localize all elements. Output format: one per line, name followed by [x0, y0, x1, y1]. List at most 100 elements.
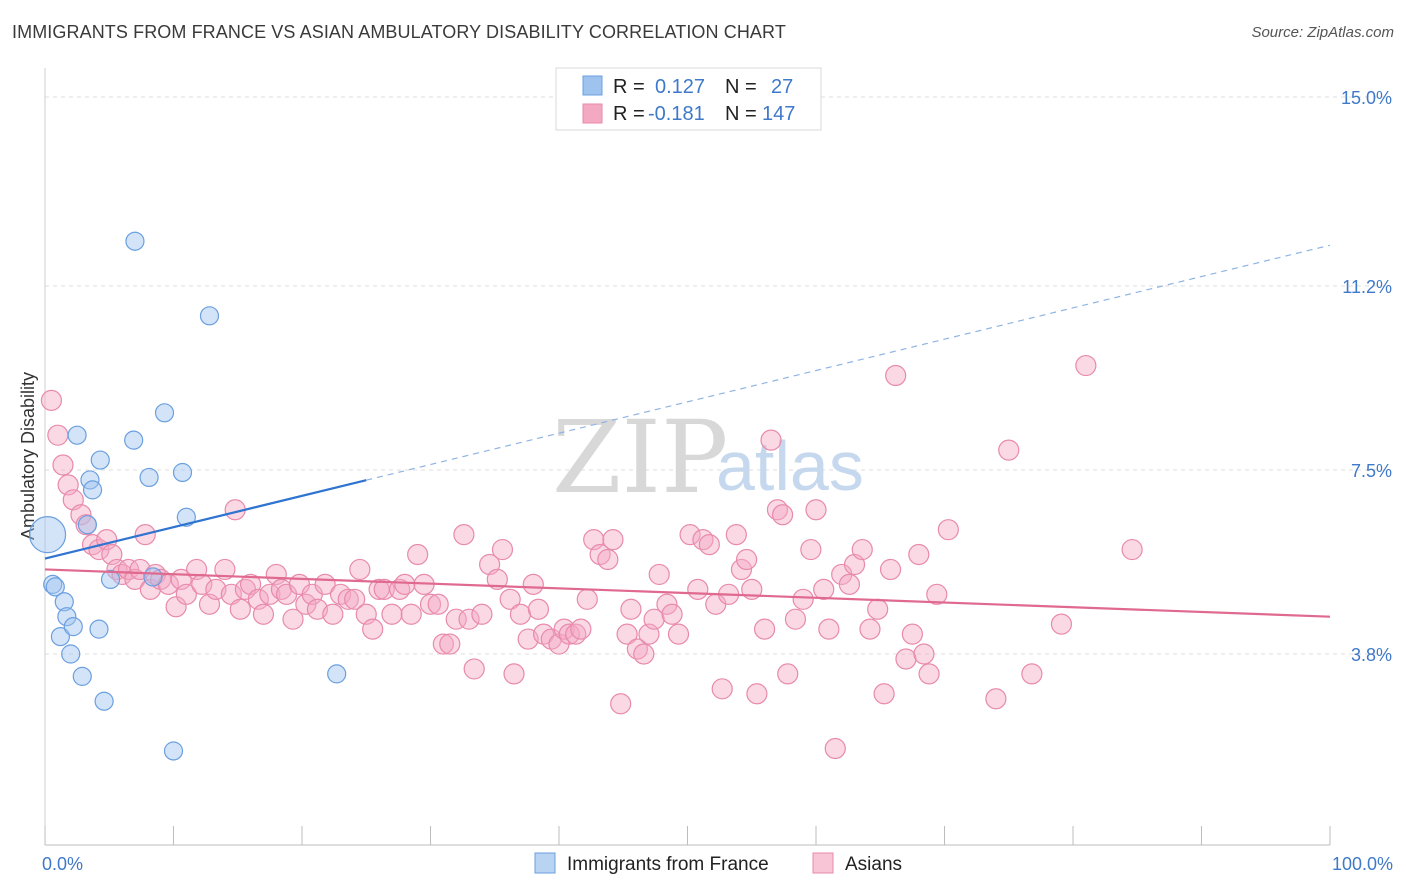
chart-title: IMMIGRANTS FROM FRANCE VS ASIAN AMBULATO… — [12, 22, 786, 42]
legend-swatch-asians — [582, 103, 603, 124]
legend-swatch-france — [582, 75, 603, 96]
scatter-point — [327, 664, 347, 684]
legend-r-label: R = — [613, 76, 645, 98]
axes — [44, 68, 1331, 846]
scatter-point — [901, 623, 923, 645]
scatter-point — [362, 618, 384, 640]
scatter-point — [427, 593, 449, 615]
scatter-point — [67, 425, 87, 445]
scatter-point — [656, 593, 678, 615]
scatter-point — [800, 538, 822, 561]
legend-n-value: 147 — [762, 103, 795, 125]
scatter-point — [394, 573, 416, 595]
scatter-point — [570, 618, 592, 640]
scatter-point — [648, 563, 670, 586]
x-tick-label-max: 100.0% — [1332, 854, 1393, 874]
watermark-zip: ZIP — [552, 399, 728, 516]
scatter-point — [725, 524, 747, 546]
scatter-point — [633, 643, 655, 665]
y-axis-label: Ambulatory Disability — [18, 372, 38, 540]
scatter-point — [885, 364, 907, 387]
scatter-point — [28, 516, 67, 554]
scatter-point — [879, 558, 902, 581]
scatter-point — [100, 569, 121, 590]
scatter-point — [616, 623, 638, 645]
data-points — [28, 231, 1143, 761]
scatter-point — [90, 450, 110, 470]
scatter-point — [784, 608, 807, 630]
scatter-point — [50, 626, 71, 647]
scatter-point — [400, 603, 422, 625]
scatter-point — [711, 678, 733, 700]
scatter-point — [344, 588, 366, 610]
bottom-legend-swatch-asians — [812, 852, 834, 874]
scatter-point — [771, 504, 794, 526]
scatter-point — [154, 403, 175, 423]
scatter-point — [163, 741, 184, 761]
scatter-point — [805, 499, 827, 521]
scatter-point — [643, 608, 665, 630]
trend-line-france-extrapolated — [366, 244, 1331, 481]
bottom-legend: Immigrants from France Asians — [534, 852, 902, 875]
scatter-point — [432, 633, 454, 655]
scatter-point — [471, 603, 493, 625]
scatter-point — [252, 603, 275, 625]
scatter-point — [895, 648, 917, 670]
scatter-point — [486, 568, 508, 591]
legend-r-value: 0.127 — [655, 76, 705, 98]
scatter-point — [926, 583, 948, 605]
scatter-point — [777, 663, 799, 685]
scatter-point — [698, 533, 720, 556]
scatter-point — [322, 603, 344, 625]
scatter-point — [760, 429, 782, 451]
scatter-point — [52, 454, 74, 476]
scatter-point — [576, 588, 598, 610]
scatter-point — [94, 691, 114, 711]
scatter-point — [453, 524, 475, 546]
scatter-point — [859, 618, 881, 640]
scatter-point — [463, 658, 485, 680]
scatter-point — [522, 573, 544, 595]
scatter-point — [172, 462, 193, 483]
scatter-point — [72, 666, 92, 686]
scatter-point — [527, 598, 550, 620]
scatter-point — [89, 619, 109, 639]
scatter-point — [1021, 663, 1043, 685]
scatter-point — [199, 306, 220, 326]
scatter-point — [873, 683, 895, 705]
trend-line-asians — [44, 568, 1331, 618]
scatter-point — [381, 603, 403, 625]
scatter-point — [82, 480, 103, 500]
scatter-point — [813, 578, 835, 600]
legend-n-label: N = — [725, 76, 757, 98]
scatter-point — [913, 643, 935, 665]
scatter-point — [985, 688, 1007, 710]
trend-lines — [44, 244, 1331, 618]
scatter-point — [838, 573, 861, 595]
scatter-point — [679, 524, 701, 546]
y-tick-label: 11.2% — [1342, 277, 1392, 297]
scatter-point — [175, 583, 197, 605]
scatter-point — [139, 467, 159, 488]
scatter-point — [937, 519, 959, 541]
scatter-point — [337, 588, 359, 610]
scatter-point — [124, 568, 146, 591]
grid-lines — [45, 96, 1390, 655]
scatter-point — [746, 683, 768, 705]
scatter-point — [43, 574, 63, 594]
bottom-legend-label-france: Immigrants from France — [567, 854, 769, 875]
scatter-point — [503, 663, 525, 685]
scatter-point — [998, 439, 1020, 461]
scatter-point — [407, 543, 429, 566]
scatter-point — [70, 504, 92, 526]
scatter-point — [61, 644, 81, 664]
scatter-point — [818, 618, 840, 640]
scatter-point — [736, 548, 758, 571]
y-tick-label: 15.0% — [1341, 88, 1392, 108]
chart-source: Source: ZipAtlas.com — [1251, 24, 1394, 41]
scatter-point — [602, 529, 624, 551]
scatter-point — [499, 588, 521, 610]
legend-n-value: 27 — [771, 76, 793, 98]
trend-line-france — [44, 479, 367, 560]
